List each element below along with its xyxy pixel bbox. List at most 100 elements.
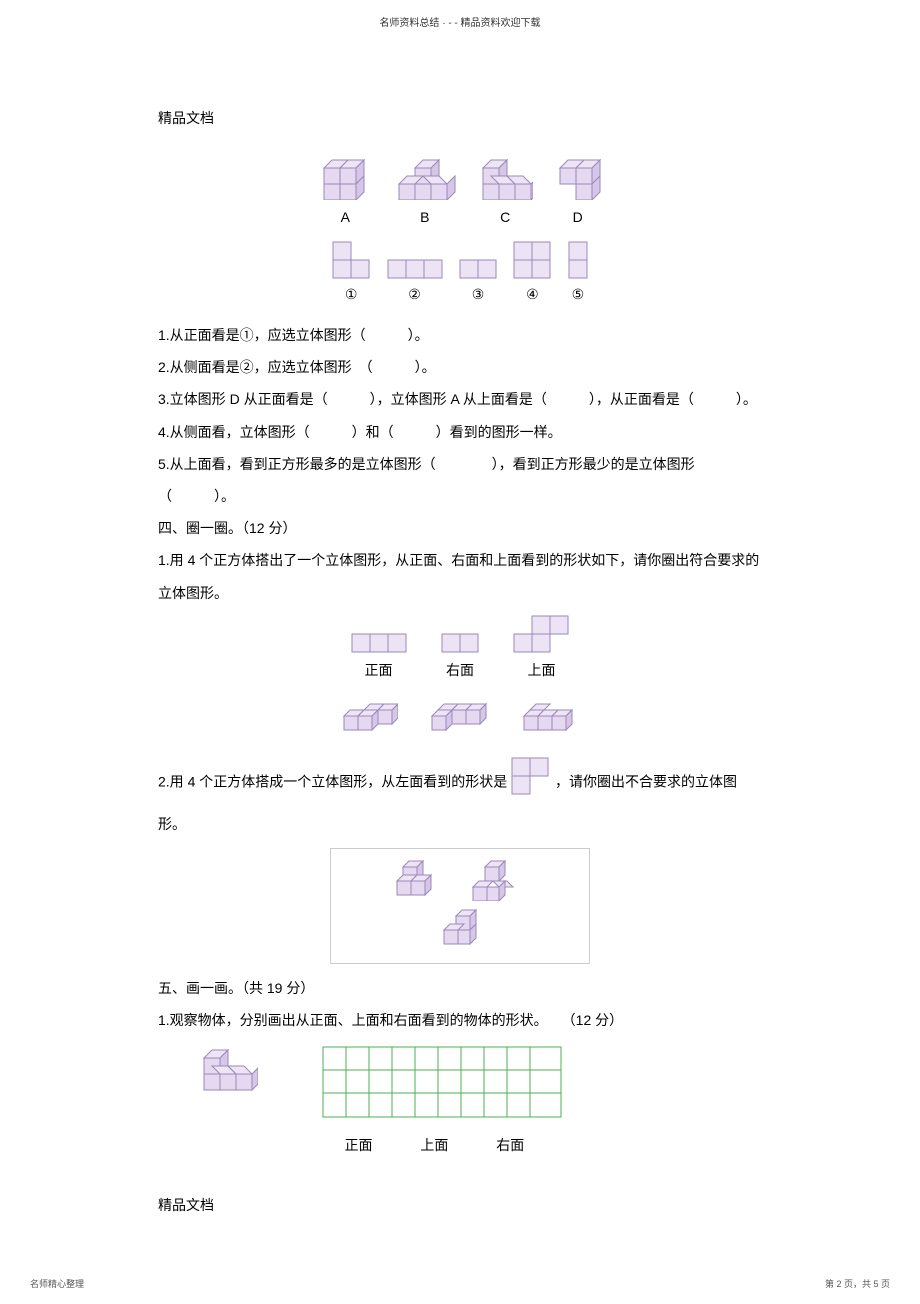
- sec4-title: 四、圈一圈。（12 分）: [158, 512, 762, 544]
- square: [460, 260, 478, 278]
- cube-figures-row: A B: [158, 156, 762, 225]
- view-label-front: 正面: [351, 660, 407, 680]
- cube-figure-d: D: [554, 156, 602, 225]
- cube-face: [515, 184, 531, 200]
- square: [442, 634, 460, 652]
- cube-face: [452, 710, 466, 724]
- cube-face: [415, 184, 431, 200]
- square: [388, 260, 406, 278]
- square: [569, 260, 587, 278]
- candidate-3: [518, 696, 582, 737]
- cube-face: [340, 168, 356, 184]
- flat-figure-4: ④: [513, 241, 551, 303]
- square: [478, 260, 496, 278]
- cube-face: [444, 930, 458, 944]
- cube-face: [499, 184, 515, 200]
- flat-label-4: ④: [513, 286, 551, 303]
- square: [424, 260, 442, 278]
- cube-label-b: B: [393, 209, 457, 225]
- cube-face: [324, 168, 340, 184]
- footer-right: 第 2 页，共 5 页: [825, 1277, 890, 1290]
- square: [333, 260, 351, 278]
- grid-label-right: 右面: [474, 1135, 546, 1155]
- grid-label-front: 正面: [322, 1135, 394, 1155]
- cube-face: [524, 716, 538, 730]
- cube-face: [552, 716, 566, 730]
- sec5-title: 五、画一画。（共 19 分）: [158, 972, 762, 1004]
- view-front: 正面: [351, 633, 407, 680]
- sec4-candidates: [158, 696, 762, 737]
- cube-face: [485, 867, 499, 881]
- view-right: 右面: [441, 633, 479, 680]
- candidate-1: [338, 696, 398, 737]
- square: [514, 260, 532, 278]
- flat-label-2: ②: [387, 286, 443, 303]
- doc-label-top: 精品文档: [158, 108, 762, 128]
- cube-face: [344, 716, 358, 730]
- square: [352, 634, 370, 652]
- sec4q2-candidates: [330, 848, 590, 964]
- q2-candidate-2: [467, 857, 517, 906]
- footer-left: 名师精心整理: [30, 1277, 84, 1290]
- cube-label-d: D: [554, 209, 602, 225]
- square: [333, 242, 351, 260]
- sec4-q2-inline-shape: [511, 757, 551, 808]
- cube-face: [378, 710, 392, 724]
- square: [550, 616, 568, 634]
- page-header: 名师资料总结 · - - 精品资料欢迎下载: [0, 14, 920, 29]
- q5: 5.从上面看，看到正方形最多的是立体图形（ ），看到正方形最少的是立体图形（ ）…: [158, 448, 762, 512]
- answer-grid: [322, 1046, 562, 1118]
- cube-face: [411, 881, 425, 895]
- grid-label-top: 上面: [398, 1135, 470, 1155]
- cube-figure-c: C: [477, 156, 533, 225]
- flat-label-5: ⑤: [568, 286, 588, 303]
- cube-face: [340, 184, 356, 200]
- flat-figure-2: ②: [387, 241, 443, 303]
- flat-label-1: ①: [332, 286, 370, 303]
- square: [514, 242, 532, 260]
- square: [532, 242, 550, 260]
- sec5-q1: 1.观察物体，分别画出从正面、上面和右面看到的物体的形状。 （12 分）: [158, 1004, 762, 1036]
- cube-side: [447, 176, 455, 200]
- cube-face: [576, 184, 592, 200]
- square: [532, 260, 550, 278]
- cube-figure-a: A: [318, 156, 372, 225]
- cube-face: [397, 881, 411, 895]
- cube-side: [531, 182, 533, 200]
- sec5-cube: [198, 1046, 258, 1102]
- square: [514, 634, 532, 652]
- cube-label-c: C: [477, 209, 533, 225]
- view-label-top: 上面: [513, 660, 569, 680]
- cube-face: [432, 716, 446, 730]
- q4: 4.从侧面看，立体图形（ ）和（ ）看到的图形一样。: [158, 416, 762, 448]
- square: [351, 260, 369, 278]
- cube-face: [399, 184, 415, 200]
- square: [532, 616, 550, 634]
- candidate-2: [426, 696, 490, 737]
- cube-top: [473, 881, 493, 887]
- doc-label-bottom: 精品文档: [158, 1195, 762, 1215]
- cube-face: [483, 184, 499, 200]
- q2-candidate-3: [438, 906, 482, 955]
- view-top: 上面: [513, 615, 569, 680]
- flat-figure-1: ①: [332, 241, 370, 303]
- cube-face: [473, 887, 487, 901]
- cube-face: [538, 716, 552, 730]
- flat-figures-row: ① ② ③ ④: [158, 241, 762, 303]
- cube-face: [458, 930, 470, 944]
- square: [388, 634, 406, 652]
- square: [512, 776, 530, 794]
- cube-face: [576, 168, 592, 184]
- flat-figure-3: ③: [459, 241, 497, 303]
- cube-face: [487, 887, 499, 901]
- cube-face: [431, 184, 447, 200]
- square: [512, 758, 530, 776]
- q2-candidate-1: [391, 857, 435, 906]
- square: [406, 260, 424, 278]
- cube-face: [560, 168, 576, 184]
- cube-face: [358, 716, 372, 730]
- flat-label-3: ③: [459, 286, 497, 303]
- cube-label-a: A: [318, 209, 372, 225]
- main-content: 精品文档 A: [158, 108, 762, 1215]
- sec4-q2-text-a: 2.用 4 个正方体搭成一个立体图形，从左面看到的形状是: [158, 773, 507, 789]
